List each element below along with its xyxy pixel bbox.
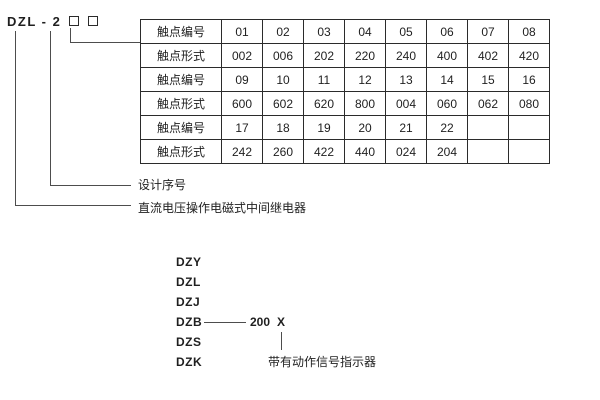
value-cell: 402 bbox=[467, 43, 509, 68]
value-cell bbox=[508, 115, 550, 140]
row-label-cell: 触点编号 bbox=[140, 19, 222, 44]
value-cell bbox=[467, 115, 509, 140]
value-cell: 18 bbox=[262, 115, 304, 140]
callout-line-serial-horizontal bbox=[50, 185, 131, 186]
callout-line-relay-vertical bbox=[15, 31, 16, 205]
series-code-dzj: DZJ bbox=[176, 295, 201, 309]
value-cell: 242 bbox=[221, 139, 263, 164]
indicator-connector-line bbox=[281, 332, 282, 350]
contact-spec-table-body: 触点编号 01 02 03 04 05 06 07 08 触点形式 002 00… bbox=[140, 19, 550, 164]
value-cell: 080 bbox=[508, 91, 550, 116]
value-cell: 10 bbox=[262, 67, 304, 92]
value-cell: 05 bbox=[385, 19, 427, 44]
series-code-dzk: DZK bbox=[176, 355, 203, 369]
dzb-connector-line bbox=[204, 322, 246, 323]
value-cell: 21 bbox=[385, 115, 427, 140]
indicator-note-label: 带有动作信号指示器 bbox=[268, 355, 377, 369]
value-cell: 620 bbox=[303, 91, 345, 116]
suffix-number: 200 bbox=[250, 315, 271, 329]
row-label-cell: 触点形式 bbox=[140, 139, 222, 164]
model-code-text: DZL - 2 bbox=[7, 14, 62, 29]
contact-spec-table: 触点编号 01 02 03 04 05 06 07 08 触点形式 002 00… bbox=[140, 19, 550, 164]
value-cell: 400 bbox=[426, 43, 468, 68]
value-cell: 09 bbox=[221, 67, 263, 92]
row-label-cell: 触点编号 bbox=[140, 115, 222, 140]
value-cell: 16 bbox=[508, 67, 550, 92]
value-cell bbox=[467, 139, 509, 164]
table-row: 触点形式 600 602 620 800 004 060 062 080 bbox=[140, 91, 550, 116]
value-cell: 13 bbox=[385, 67, 427, 92]
callout-line-table-horizontal bbox=[70, 42, 140, 43]
row-label-cell: 触点形式 bbox=[140, 43, 222, 68]
value-cell: 15 bbox=[467, 67, 509, 92]
series-codes-list: DZY DZL DZJ DZB DZS DZK bbox=[176, 252, 202, 372]
value-cell: 14 bbox=[426, 67, 468, 92]
value-cell: 03 bbox=[303, 19, 345, 44]
design-serial-label: 设计序号 bbox=[138, 178, 187, 192]
value-cell: 20 bbox=[344, 115, 386, 140]
value-cell: 002 bbox=[221, 43, 263, 68]
value-cell: 422 bbox=[303, 139, 345, 164]
value-cell: 12 bbox=[344, 67, 386, 92]
value-cell: 04 bbox=[344, 19, 386, 44]
callout-line-serial-vertical bbox=[50, 31, 51, 185]
relay-description-label: 直流电压操作电磁式中间继电器 bbox=[138, 201, 307, 215]
series-code-dzl: DZL bbox=[176, 275, 201, 289]
value-cell: 202 bbox=[303, 43, 345, 68]
series-code-dzb: DZB bbox=[176, 315, 203, 329]
value-cell: 11 bbox=[303, 67, 345, 92]
value-cell: 440 bbox=[344, 139, 386, 164]
row-label-cell: 触点编号 bbox=[140, 67, 222, 92]
series-code-dzs: DZS bbox=[176, 335, 202, 349]
value-cell: 062 bbox=[467, 91, 509, 116]
table-row: 触点编号 01 02 03 04 05 06 07 08 bbox=[140, 19, 550, 44]
value-cell: 602 bbox=[262, 91, 304, 116]
value-cell: 220 bbox=[344, 43, 386, 68]
value-cell: 06 bbox=[426, 19, 468, 44]
value-cell: 240 bbox=[385, 43, 427, 68]
value-cell bbox=[508, 139, 550, 164]
value-cell: 600 bbox=[221, 91, 263, 116]
series-code-dzy: DZY bbox=[176, 255, 202, 269]
callout-line-relay-horizontal bbox=[15, 205, 131, 206]
value-cell: 204 bbox=[426, 139, 468, 164]
model-code-box-2 bbox=[87, 16, 98, 26]
value-cell: 08 bbox=[508, 19, 550, 44]
value-cell: 800 bbox=[344, 91, 386, 116]
model-code-box-1 bbox=[69, 16, 80, 26]
value-cell: 060 bbox=[426, 91, 468, 116]
value-cell: 22 bbox=[426, 115, 468, 140]
value-cell: 420 bbox=[508, 43, 550, 68]
value-cell: 02 bbox=[262, 19, 304, 44]
model-suffix: 200 X bbox=[250, 312, 285, 332]
suffix-variant: X bbox=[277, 315, 286, 329]
table-row: 触点形式 002 006 202 220 240 400 402 420 bbox=[140, 43, 550, 68]
table-row: 触点编号 17 18 19 20 21 22 bbox=[140, 115, 550, 140]
value-cell: 004 bbox=[385, 91, 427, 116]
value-cell: 19 bbox=[303, 115, 345, 140]
value-cell: 006 bbox=[262, 43, 304, 68]
value-cell: 17 bbox=[221, 115, 263, 140]
value-cell: 024 bbox=[385, 139, 427, 164]
table-row: 触点编号 09 10 11 12 13 14 15 16 bbox=[140, 67, 550, 92]
callout-line-table-vertical bbox=[70, 28, 71, 42]
value-cell: 260 bbox=[262, 139, 304, 164]
value-cell: 01 bbox=[221, 19, 263, 44]
row-label-cell: 触点形式 bbox=[140, 91, 222, 116]
model-code: DZL - 2 bbox=[7, 14, 98, 29]
value-cell: 07 bbox=[467, 19, 509, 44]
table-row: 触点形式 242 260 422 440 024 204 bbox=[140, 139, 550, 164]
